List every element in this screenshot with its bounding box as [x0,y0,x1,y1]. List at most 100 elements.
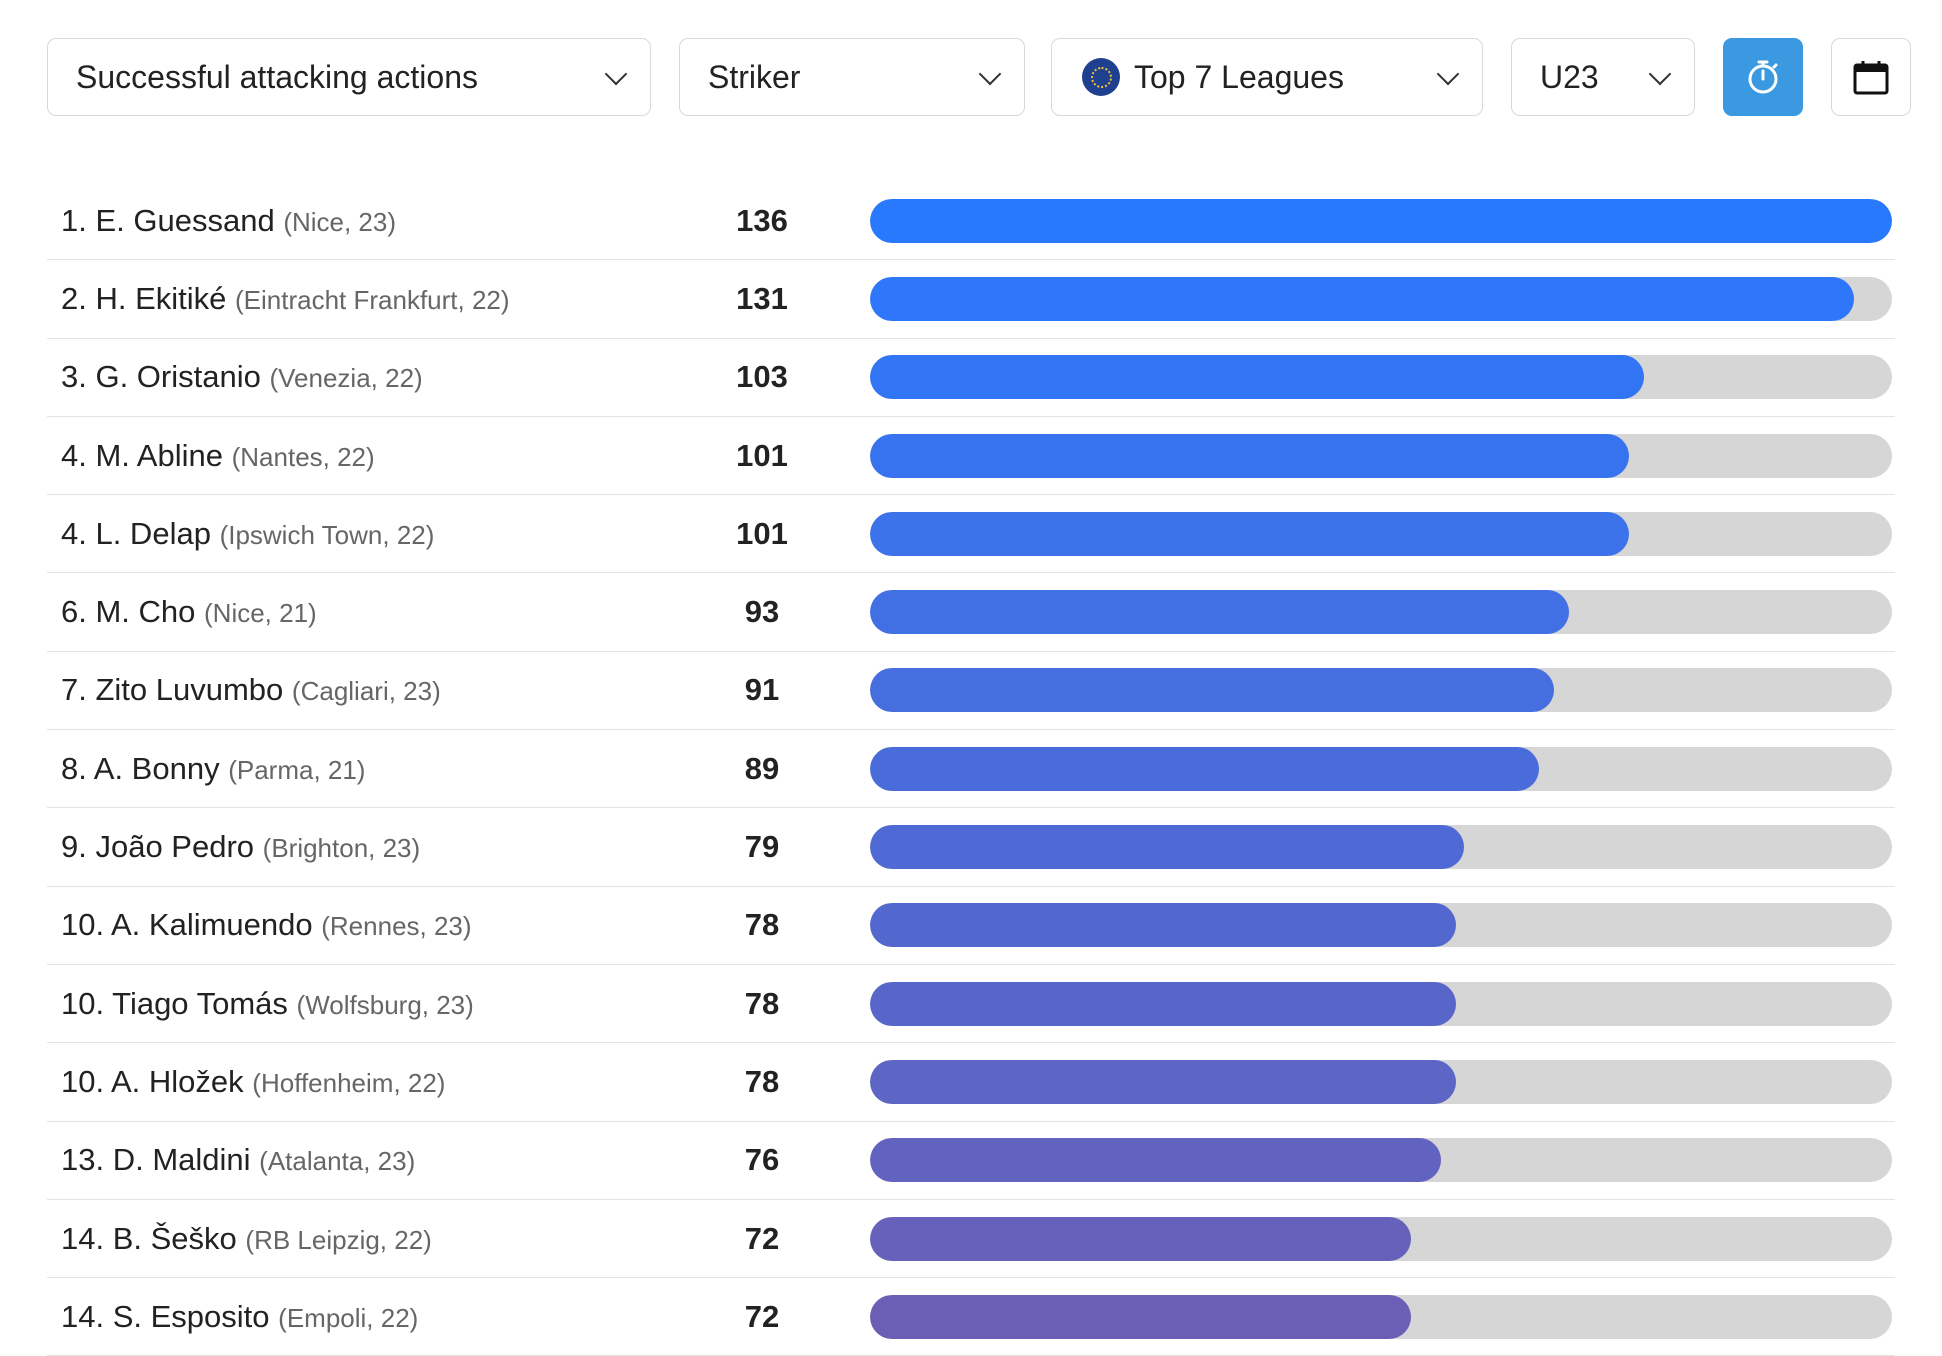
table-row[interactable]: 4. L. Delap (Ipswich Town, 22) 101 [47,495,1895,574]
table-row[interactable]: 10. A. Kalimuendo (Rennes, 23) 78 [47,887,1895,965]
player-name: 10. A. Kalimuendo (Rennes, 23) [61,907,472,943]
position-dropdown[interactable]: Striker [679,38,1025,116]
player-name: 6. M. Cho (Nice, 21) [61,594,317,630]
table-row[interactable]: 10. Tiago Tomás (Wolfsburg, 23) 78 [47,965,1895,1044]
bar-track [870,1294,1892,1339]
player-name: 4. M. Abline (Nantes, 22) [61,438,375,474]
player-name: 1. E. Guessand (Nice, 23) [61,203,396,239]
table-row[interactable]: 6. M. Cho (Nice, 21) 93 [47,573,1895,652]
chevron-down-icon [1436,62,1460,86]
player-name: 7. Zito Luvumbo (Cagliari, 23) [61,672,441,708]
player-name: 13. D. Maldini (Atalanta, 23) [61,1142,415,1178]
player-value: 101 [736,437,788,473]
player-name: 10. Tiago Tomás (Wolfsburg, 23) [61,986,474,1022]
player-label: S. Esposito [112,1298,270,1334]
player-label: M. Cho [95,594,196,630]
value-bar [870,981,1457,1026]
player-value: 78 [744,985,780,1021]
player-club-age: (RB Leipzig, 22) [245,1224,432,1255]
player-value: 89 [744,750,780,786]
player-label: A. Bonny [93,750,220,786]
table-row[interactable]: 9. João Pedro (Brighton, 23) 79 [47,808,1895,887]
bar-track [870,668,1892,713]
table-row[interactable]: 2. H. Ekitiké (Eintracht Frankfurt, 22) 1… [47,260,1895,339]
player-club-age: (Empoli, 22) [278,1302,419,1333]
value-bar [870,276,1855,321]
player-label: Zito Luvumbo [95,672,284,708]
player-label: L. Delap [95,515,211,551]
bar-track [870,903,1892,948]
bar-track [870,825,1892,870]
player-value: 101 [736,515,788,551]
table-row[interactable]: 8. A. Bonny (Parma, 21) 89 [47,730,1895,809]
player-rank: 4. [61,515,96,551]
stopwatch-icon [1748,60,1778,94]
value-bar [870,1059,1457,1104]
player-label: A. Kalimuendo [111,907,313,943]
player-rank: 4. [61,437,96,473]
value-bar [870,1216,1412,1261]
player-club-age: (Parma, 21) [228,754,366,785]
value-bar [870,903,1457,948]
chevron-down-icon [978,62,1002,86]
player-value: 79 [744,829,780,865]
bar-track [870,433,1892,478]
table-row[interactable]: 10. A. Hložek (Hoffenheim, 22) 78 [47,1043,1895,1122]
table-row[interactable]: 4. M. Abline (Nantes, 22) 101 [47,417,1895,496]
player-label: A. Hložek [111,1063,244,1099]
player-label: E. Guessand [95,202,275,238]
season-calendar-button[interactable] [1831,38,1911,116]
table-row[interactable]: 13. D. Maldini (Atalanta, 23) 76 [47,1122,1895,1200]
per-90-toggle-button[interactable] [1723,38,1803,116]
table-row[interactable]: 14. S. Esposito (Empoli, 22) 72 [47,1278,1895,1356]
value-bar [870,1138,1442,1183]
table-row[interactable]: 3. G. Oristanio (Venezia, 22) 103 [47,339,1895,417]
value-bar [870,355,1644,400]
player-name: 9. João Pedro (Brighton, 23) [61,829,420,865]
player-club-age: (Atalanta, 23) [259,1146,416,1177]
player-rank: 8. [61,750,94,786]
player-rank: 10. [61,1063,111,1099]
bar-track [870,1216,1892,1261]
filter-bar: Successful attacking actions Striker Top… [47,38,1911,118]
player-rank: 2. [61,280,96,316]
player-rank: 1. [61,202,96,238]
player-club-age: (Hoffenheim, 22) [252,1067,446,1098]
league-dropdown[interactable]: Top 7 Leagues [1051,38,1483,116]
player-name: 8. A. Bonny (Parma, 21) [61,751,365,787]
bar-track [870,981,1892,1026]
player-label: João Pedro [95,829,255,865]
table-row[interactable]: 7. Zito Luvumbo (Cagliari, 23) 91 [47,652,1895,731]
player-value: 103 [736,359,788,395]
age-dropdown-label: U23 [1540,58,1599,95]
value-bar [870,825,1464,870]
value-bar [870,1294,1412,1339]
age-dropdown[interactable]: U23 [1511,38,1695,116]
player-label: D. Maldini [112,1142,251,1178]
bar-track [870,746,1892,791]
table-row[interactable]: 1. E. Guessand (Nice, 23) 136 [47,182,1895,261]
player-rank: 9. [61,829,96,865]
player-label: B. Šeško [112,1220,237,1256]
player-rank: 7. [61,672,96,708]
eu-flag-icon [1082,58,1120,96]
player-label: Tiago Tomás [112,985,288,1021]
value-bar [870,590,1569,635]
bar-track [870,511,1892,556]
player-value: 131 [736,280,788,316]
player-value: 76 [744,1142,780,1178]
table-row[interactable]: 14. B. Šeško (RB Leipzig, 22) 72 [47,1200,1895,1279]
metric-dropdown[interactable]: Successful attacking actions [47,38,651,116]
player-label: M. Abline [95,437,223,473]
player-rank: 10. [61,985,113,1021]
player-value: 72 [744,1298,780,1334]
player-rank: 13. [61,1142,113,1178]
value-bar [870,433,1629,478]
player-club-age: (Wolfsburg, 23) [296,989,474,1020]
metric-dropdown-label: Successful attacking actions [76,58,478,95]
player-club-age: (Venezia, 22) [269,363,423,394]
player-club-age: (Eintracht Frankfurt, 22) [235,284,510,315]
player-label: H. Ekitiké [95,280,227,316]
player-rank: 10. [61,907,111,943]
player-name: 3. G. Oristanio (Venezia, 22) [61,359,423,395]
